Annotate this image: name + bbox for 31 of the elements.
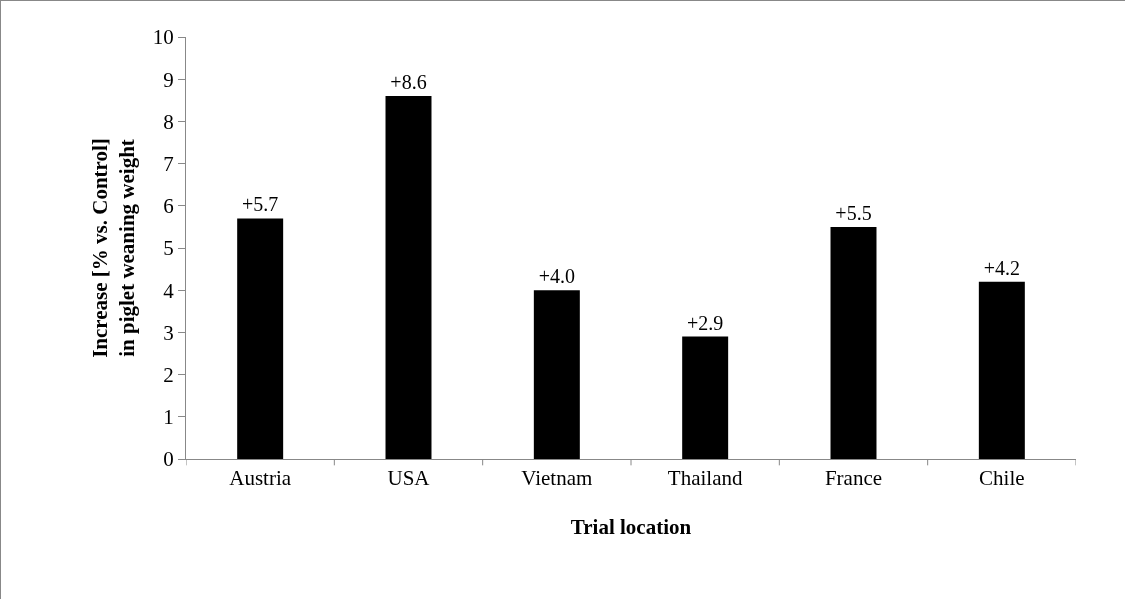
data-label: +4.2 <box>983 256 1020 279</box>
y-tick-label: 0 <box>163 447 174 472</box>
y-tick-label: 1 <box>163 405 174 430</box>
y-tick-label: 5 <box>163 236 174 261</box>
y-tick-label: 9 <box>163 67 174 92</box>
bar <box>682 336 729 459</box>
bar <box>385 96 432 459</box>
y-tick-label: 4 <box>163 278 175 303</box>
bar <box>978 281 1025 459</box>
y-axis-title: Increase [% vs. Control] in piglet weaning weight <box>87 138 139 358</box>
data-label: +4.0 <box>538 265 575 288</box>
y-tick-label: 2 <box>163 362 174 387</box>
data-label: +8.6 <box>390 71 427 94</box>
data-label: +5.7 <box>242 193 279 216</box>
x-tick-label: France <box>824 466 883 491</box>
bar <box>237 218 284 459</box>
y-tick-label: 8 <box>163 109 174 134</box>
x-tick-label: Vietnam <box>521 466 593 491</box>
x-tick-label: Chile <box>979 466 1025 491</box>
y-tick-label: 10 <box>152 25 174 50</box>
y-tick-label: 7 <box>163 151 174 176</box>
x-tick-label: Austria <box>229 466 292 491</box>
x-tick-label: USA <box>387 466 431 491</box>
data-label: +5.5 <box>835 201 872 224</box>
data-label: +2.9 <box>687 311 724 334</box>
x-tick-label: Thailand <box>667 466 743 491</box>
bar <box>533 290 580 459</box>
x-axis-title: Trial location <box>570 515 692 540</box>
bar <box>830 226 877 459</box>
y-tick-label: 3 <box>163 320 174 345</box>
y-tick-label: 6 <box>163 194 174 219</box>
